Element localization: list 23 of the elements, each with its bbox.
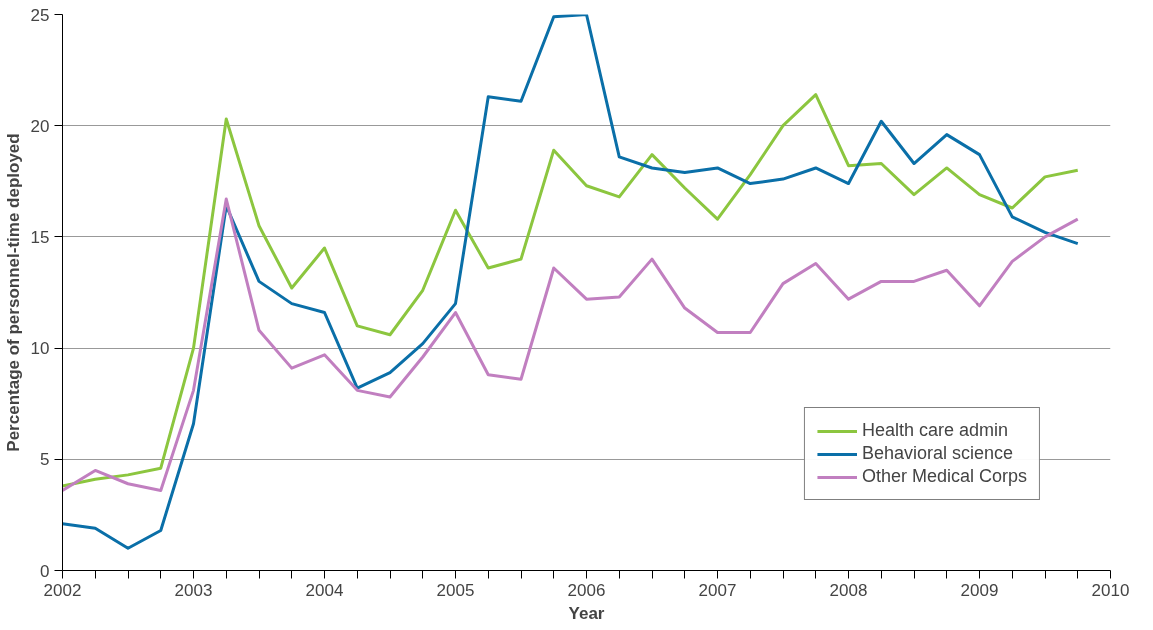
legend-label: Behavioral science [861,443,1014,464]
line-series [62,93,1080,488]
x-tick-label: 2009 [960,580,999,600]
y-axis-title: Percentage of personnel-time deployed [3,133,23,452]
y-tick-label: 25 [30,5,50,25]
x-tick-label: 2008 [829,580,868,600]
line-series [62,14,1080,550]
x-tick-label: 2010 [1091,580,1130,600]
x-tick-label: 2003 [174,580,213,600]
legend-label: Other Medical Corps [861,466,1027,487]
x-tick-label: 2006 [567,580,606,600]
y-tick-label: 10 [30,339,50,359]
x-tick-label: 2004 [305,580,344,600]
y-tick-label: 20 [30,116,50,136]
legend-label: Health care admin [861,420,1009,441]
y-tick-label: 15 [30,227,50,247]
y-tick-label: 0 [40,561,50,581]
x-axis-title: Year [568,603,605,623]
x-tick-label: 2005 [436,580,475,600]
line-series [62,197,1080,492]
y-tick-label: 5 [40,450,50,470]
x-tick-label: 2007 [698,580,737,600]
x-tick-label: 2002 [43,580,82,600]
